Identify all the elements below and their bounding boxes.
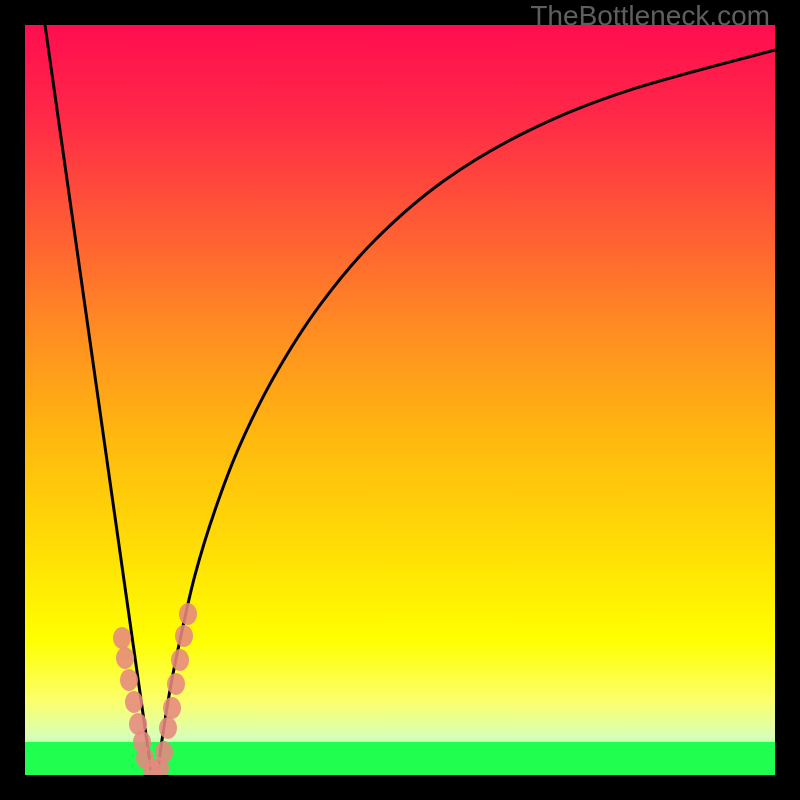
marker-group (113, 603, 197, 781)
chart-frame: TheBottleneck.com (0, 0, 800, 800)
data-marker (155, 741, 173, 763)
data-marker (125, 691, 143, 713)
data-marker (163, 697, 181, 719)
left-curve (45, 25, 151, 770)
data-marker (179, 603, 197, 625)
data-marker (167, 673, 185, 695)
data-marker (159, 717, 177, 739)
frame-border-left (0, 0, 25, 800)
data-marker (120, 669, 138, 691)
frame-border-right (775, 0, 800, 800)
frame-border-bottom (0, 775, 800, 800)
watermark-text: TheBottleneck.com (530, 0, 770, 32)
data-marker (175, 625, 193, 647)
curve-layer (0, 0, 800, 800)
right-curve (158, 50, 775, 770)
data-marker (113, 627, 131, 649)
data-marker (171, 649, 189, 671)
data-marker (116, 647, 134, 669)
